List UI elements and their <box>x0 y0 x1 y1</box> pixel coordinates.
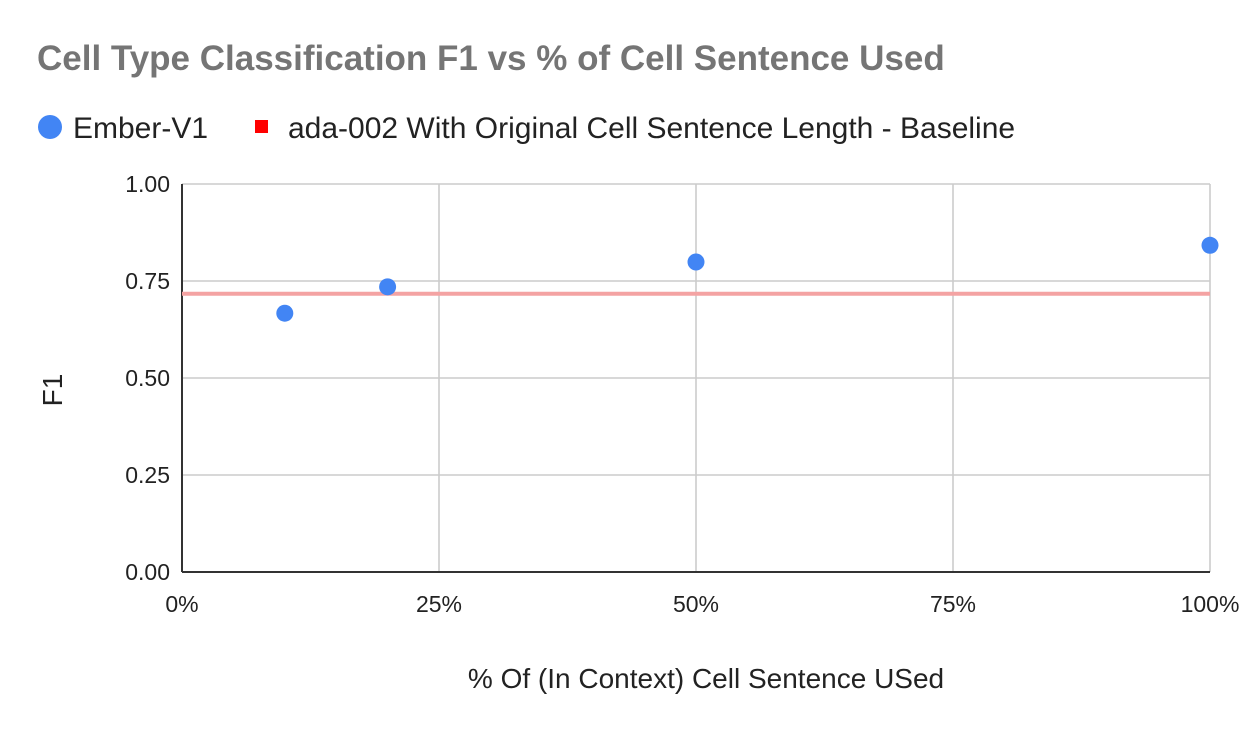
legend-item-ember-v1[interactable]: Ember-V1 <box>38 112 208 145</box>
gridlines <box>182 183 1211 572</box>
data-point-ember-v1 <box>687 253 705 271</box>
y-tick-label: 0.25 <box>125 462 170 488</box>
y-tick-label: 0.00 <box>125 559 170 585</box>
y-tick-label: 1.00 <box>125 171 170 197</box>
chart-title: Cell Type Classification F1 vs % of Cell… <box>37 39 945 78</box>
x-tick-label: 25% <box>416 591 462 617</box>
legend-label-ember-v1: Ember-V1 <box>73 112 208 145</box>
legend-marker-ember-v1 <box>38 115 62 139</box>
y-tick-label: 0.75 <box>125 268 170 294</box>
data-point-ember-v1 <box>276 304 294 322</box>
data-point-ember-v1 <box>379 278 397 296</box>
x-axis-label: % Of (In Context) Cell Sentence USed <box>468 663 944 694</box>
legend-item-ada-002-baseline[interactable]: ada-002 With Original Cell Sentence Leng… <box>255 112 1015 145</box>
x-tick-label: 100% <box>1181 591 1240 617</box>
y-tick-label: 0.50 <box>125 365 170 391</box>
data-point-ember-v1 <box>1201 236 1219 254</box>
axes <box>181 184 1210 573</box>
legend-marker-ada-002-baseline <box>255 120 268 133</box>
legend: Ember-V1 ada-002 With Original Cell Sent… <box>38 112 1015 145</box>
tick-labels: 0.00 0.25 0.50 0.75 1.00 0% 25% 50% 75% 100% <box>125 171 1239 617</box>
legend-label-ada-002-baseline: ada-002 With Original Cell Sentence Leng… <box>288 112 1015 145</box>
x-tick-label: 50% <box>673 591 719 617</box>
ember-v1-series <box>276 236 1219 322</box>
x-tick-label: 75% <box>930 591 976 617</box>
x-tick-label: 0% <box>165 591 198 617</box>
y-axis-label: F1 <box>37 374 68 407</box>
